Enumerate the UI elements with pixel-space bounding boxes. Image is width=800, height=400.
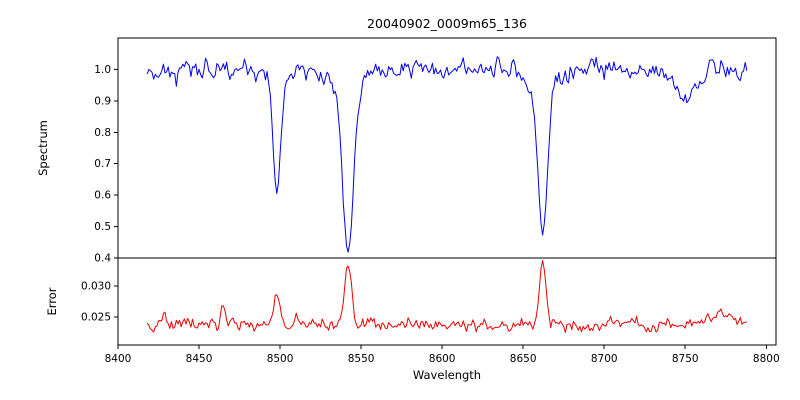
x-tick-label: 8400	[105, 353, 132, 365]
x-tick-label: 8650	[510, 353, 537, 365]
x-tick-label: 8500	[267, 353, 294, 365]
spectrum-series-line	[146, 56, 748, 253]
x-axis-label: Wavelength	[413, 368, 481, 382]
y-tick-label: 0.5	[94, 221, 111, 233]
y-tick-label: 0.025	[81, 312, 111, 324]
y-tick-label: 0.6	[94, 190, 111, 202]
y-tick-label: 0.7	[94, 158, 111, 170]
x-tick-label: 8800	[753, 353, 780, 365]
y-tick-label: 1.0	[94, 64, 111, 76]
y-tick-label: 0.8	[94, 127, 111, 139]
x-tick-label: 8700	[591, 353, 618, 365]
error-panel-frame	[117, 257, 777, 346]
x-tick-label: 8750	[672, 353, 699, 365]
y-tick-label: 0.9	[94, 95, 111, 107]
error-series-line	[146, 260, 747, 333]
spectrum-panel-frame	[117, 37, 777, 259]
error-y-axis-label: Error	[45, 287, 59, 315]
y-tick-label: 0.030	[81, 280, 111, 292]
x-tick-label: 8450	[186, 353, 213, 365]
x-tick-label: 8550	[348, 353, 375, 365]
x-tick-label: 8600	[429, 353, 456, 365]
chart-title: 20040902_0009m65_136	[367, 16, 527, 31]
spectrum-y-axis-label: Spectrum	[36, 120, 50, 176]
y-tick-label: 0.4	[94, 253, 111, 265]
